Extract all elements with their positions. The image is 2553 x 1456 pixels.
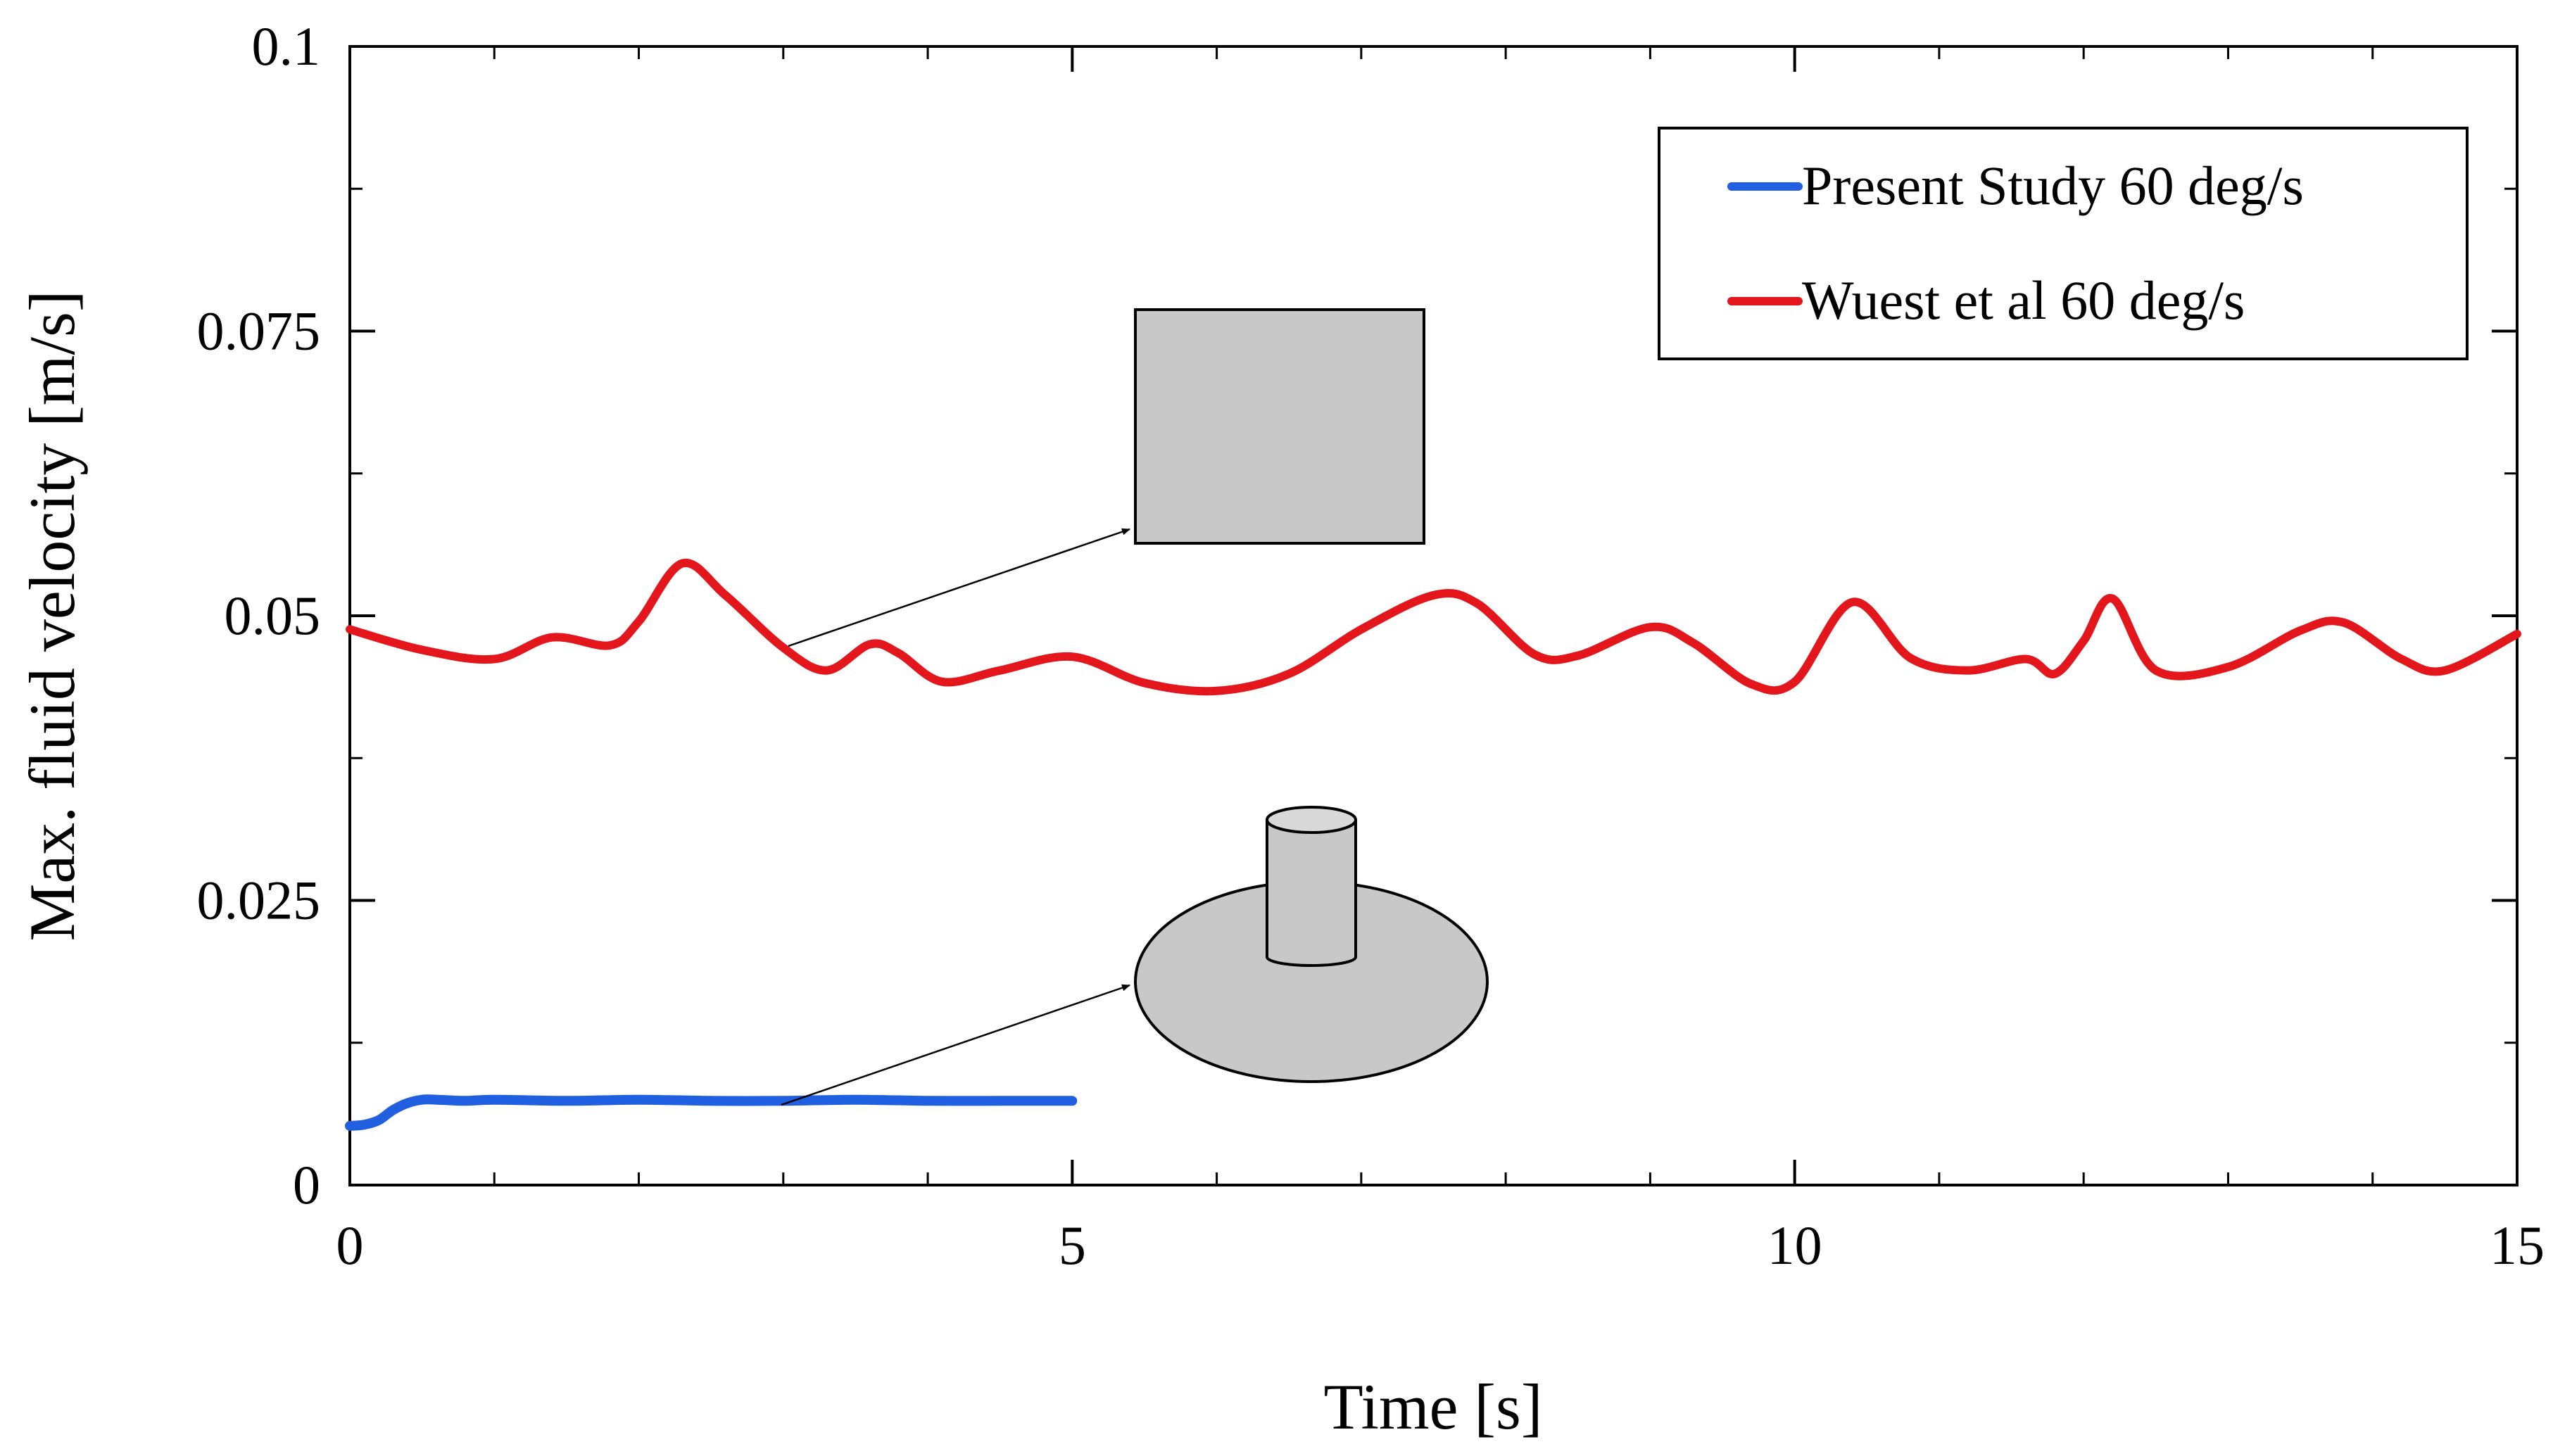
x-tick-labels: 0 5 10 15 [336,1215,2545,1276]
y-tick-label: 0 [293,1154,320,1215]
series-line-wuest [346,558,2521,696]
legend-label-present-study: Present Study 60 deg/s [1802,155,2304,216]
x-tick-label: 10 [1767,1215,1822,1276]
y-tick-label: 0.05 [225,585,321,646]
x-tick-label: 0 [336,1215,364,1276]
y-tick-label: 0.025 [197,870,321,931]
y-tick-label: 0.075 [197,300,321,362]
y-tick-labels: 0 0.025 0.05 0.075 0.1 [197,15,321,1215]
square-prism-icon [1134,308,1425,545]
x-axis-title: Time [s] [1324,1371,1543,1443]
y-axis-title: Max. fluid velocity [m/s] [16,291,88,942]
x-tick-label: 5 [1059,1215,1086,1276]
major-ticks [348,45,2519,1186]
legend-label-wuest: Wuest et al 60 deg/s [1802,270,2245,331]
series-layer [345,558,2521,1131]
series-line-present-study [345,1094,1078,1131]
legend: Present Study 60 deg/s Wuest et al 60 de… [1658,127,2469,360]
arrow-icon [781,984,1130,1106]
y-tick-label: 0.1 [252,15,321,77]
arrow-icon [788,528,1130,647]
x-tick-label: 15 [2490,1215,2545,1276]
cylinder-on-disk-icon [1134,806,1489,1083]
legend-box [1658,127,2469,360]
